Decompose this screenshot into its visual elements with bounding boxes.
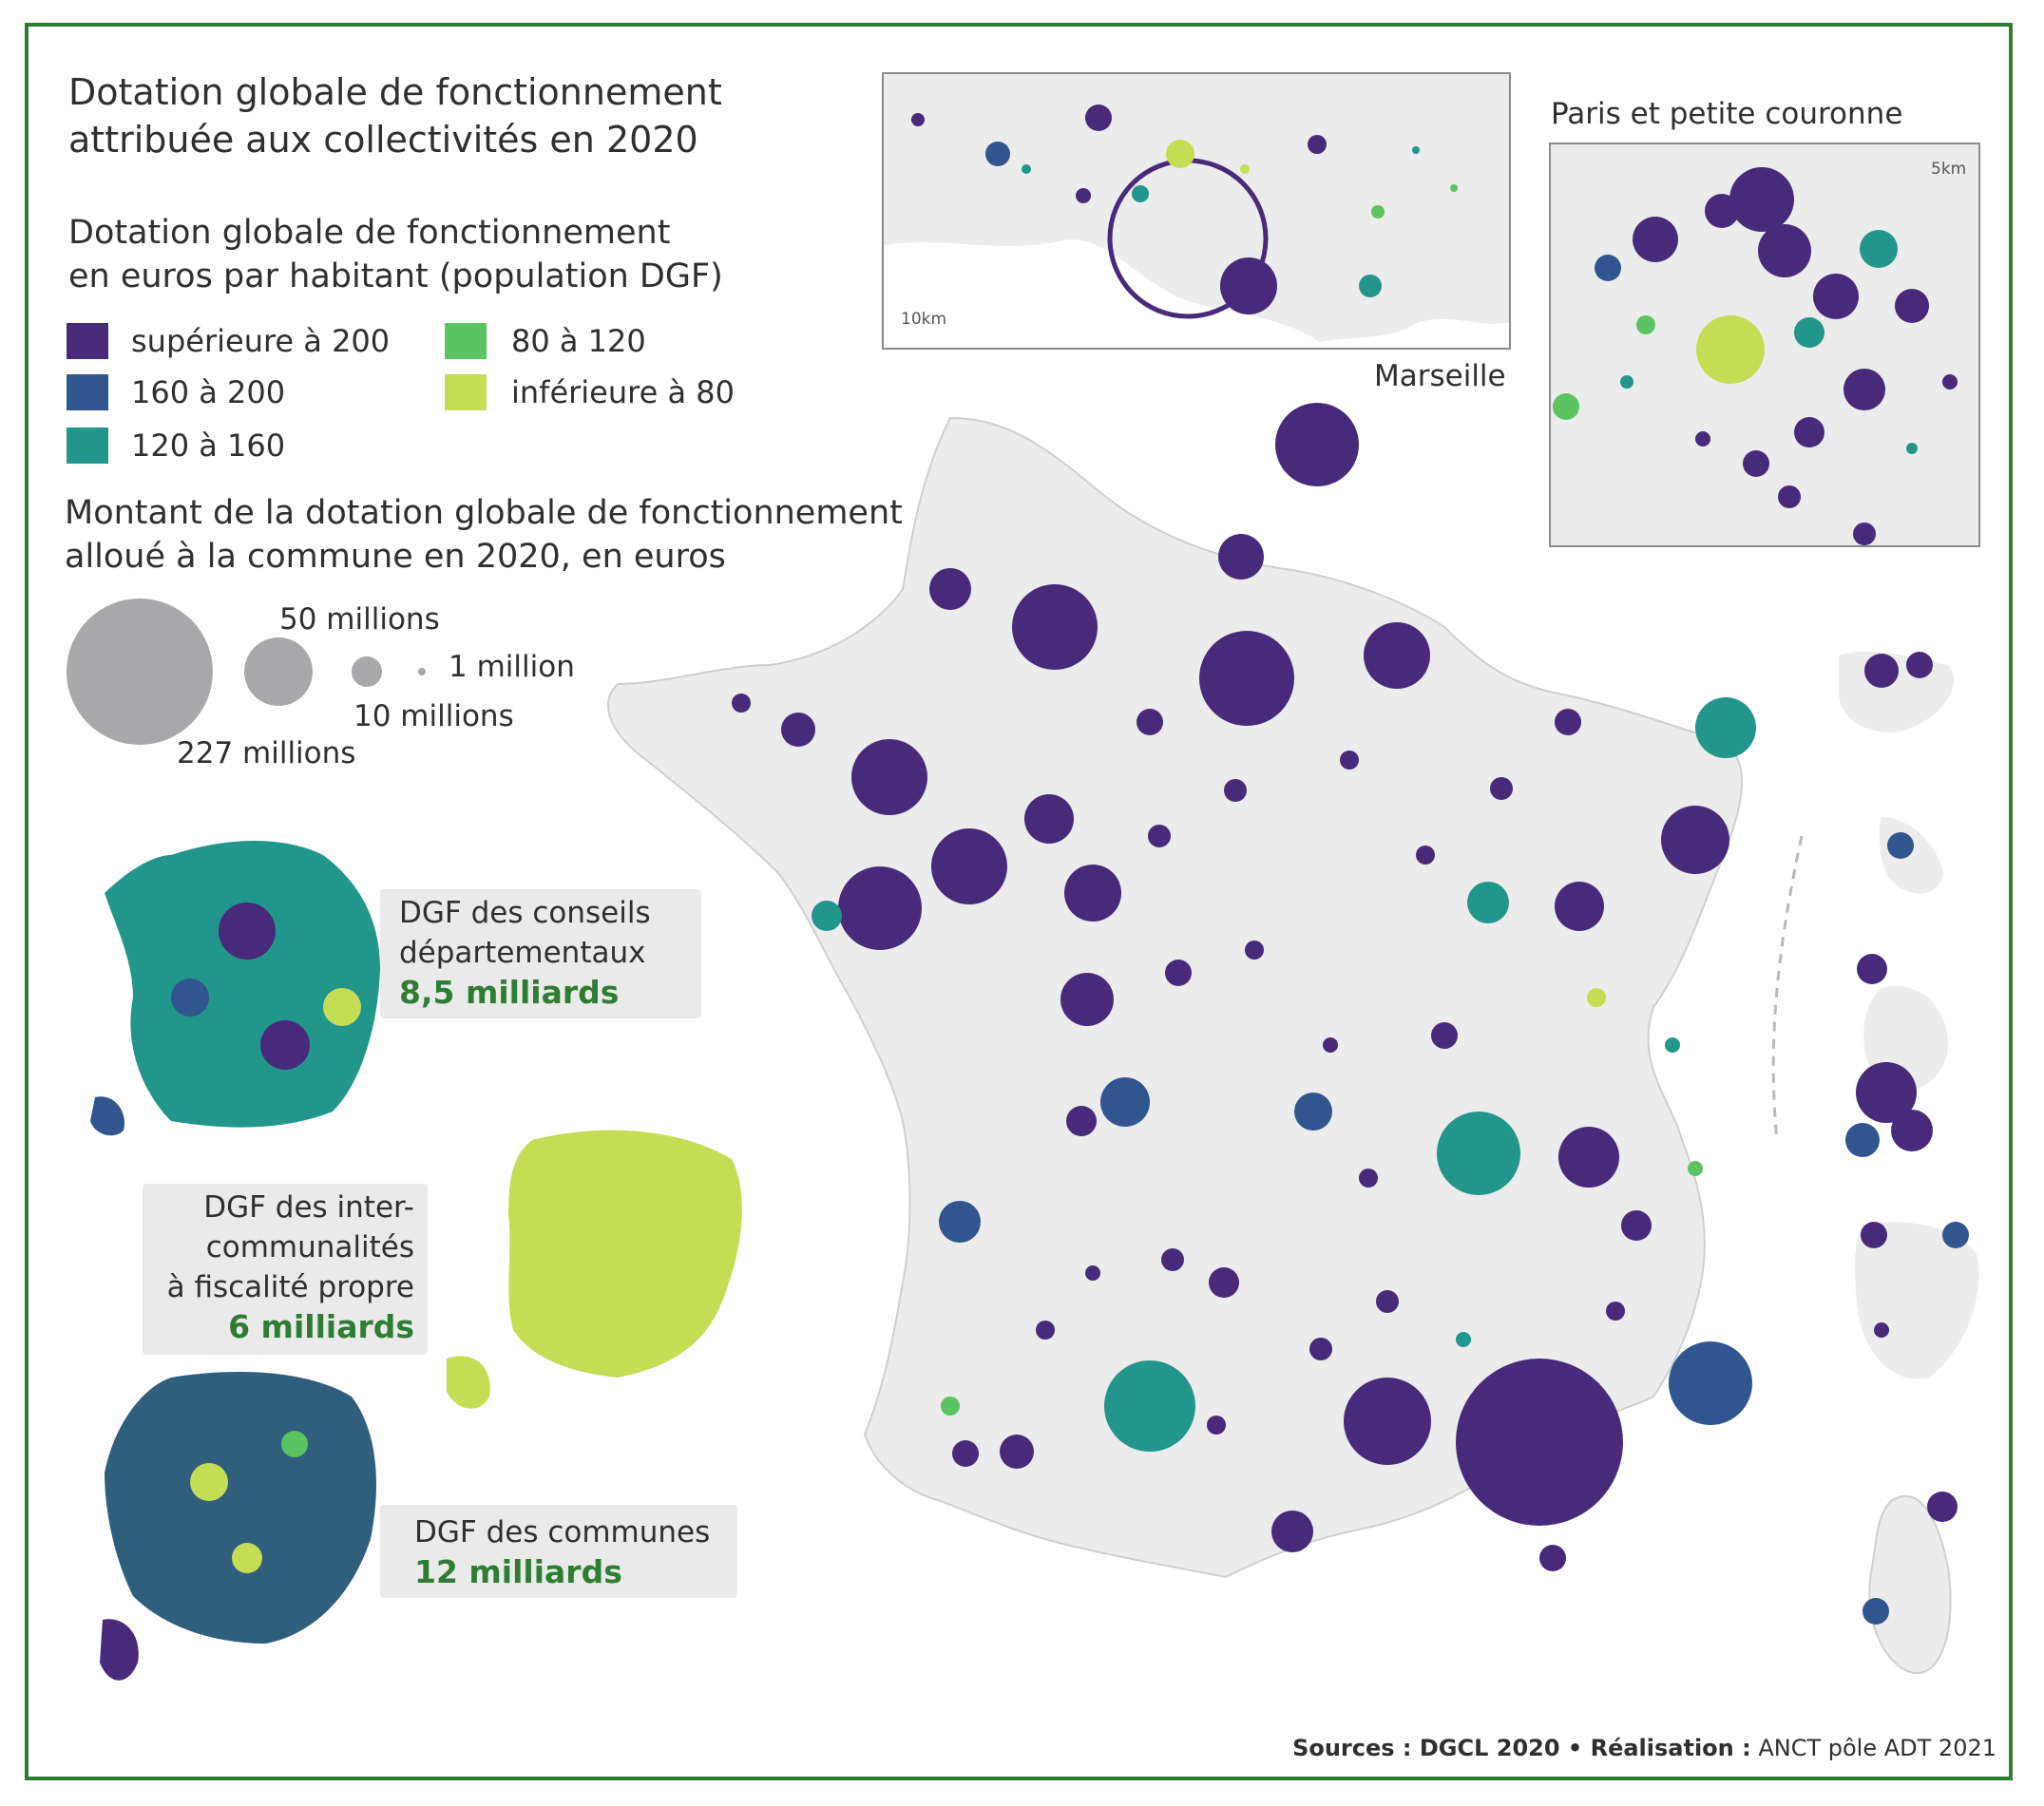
- departements-map: [90, 841, 380, 1136]
- sources-credit: Sources : DGCL 2020 • Réalisation : ANCT…: [1292, 1735, 1996, 1761]
- size-legend-title: Montant de la dotation globale de foncti…: [65, 494, 903, 576]
- marseille-sea: [884, 239, 1328, 348]
- legend-swatch-120-160: [67, 428, 108, 464]
- size-label-10m: 10 millions: [353, 699, 514, 733]
- communes-map: [100, 1372, 376, 1681]
- panel-departements-text: DGF des conseils départementaux 8,5 mill…: [399, 893, 675, 1013]
- legend-swatch-above-200: [67, 323, 108, 359]
- overseas-guyane: [1854, 1222, 1979, 1379]
- legend-swatch-80-120: [445, 323, 487, 359]
- panel-intercommunalites: [143, 1184, 428, 1355]
- legend-label-below-80: inférieure à 80: [511, 374, 735, 410]
- legend-label-160-200: 160 à 200: [131, 374, 286, 410]
- paris-inset: 5km: [1549, 143, 1980, 547]
- panel-intercommunalites-text: DGF des inter- communalités à fiscalité …: [150, 1188, 414, 1347]
- marseille-inset-map: [884, 105, 1509, 348]
- size-circle-10m: [352, 656, 382, 687]
- size-circle-227m: [67, 599, 213, 745]
- size-label-50m: 50 millions: [279, 602, 440, 637]
- color-legend-title: Dotation globale de fonctionnement en eu…: [68, 214, 723, 295]
- map-title: Dotation globale de fonctionnement attri…: [68, 71, 722, 161]
- marseille-inset: 10km: [882, 72, 1511, 350]
- paris-caption: Paris et petite couronne: [1551, 97, 1903, 131]
- legend-label-above-200: supérieure à 200: [131, 323, 391, 359]
- marseille-scale: 10km: [901, 310, 947, 329]
- dashed-separator: [1771, 835, 1804, 1141]
- marseille-caption: Marseille: [1374, 359, 1506, 393]
- size-circle-50m: [244, 637, 313, 706]
- size-label-1m: 1 million: [449, 650, 575, 684]
- paris-scale: 5km: [1931, 160, 1967, 179]
- panel-communes-value: 12 milliards: [414, 1553, 622, 1590]
- panel-departements-value: 8,5 milliards: [399, 974, 620, 1011]
- commune-circles: [732, 403, 1756, 1571]
- france-outline: [607, 416, 1743, 1579]
- paris-inset-map: [1553, 167, 1958, 545]
- panel-communes: [380, 1505, 737, 1598]
- legend-label-80-120: 80 à 120: [511, 323, 646, 359]
- marseille-sea-east: [1294, 319, 1509, 348]
- intercommunalites-map: [447, 1130, 742, 1409]
- overseas-circles: [1845, 652, 1969, 1625]
- legend-swatch-160-200: [67, 374, 108, 410]
- panel-intercommunalites-value: 6 milliards: [228, 1308, 414, 1345]
- size-circle-1m: [418, 668, 426, 675]
- map-frame: [25, 23, 2013, 1780]
- legend-swatch-below-80: [445, 374, 487, 410]
- panel-departements: [380, 889, 701, 1018]
- panel-communes-text: DGF des communes 12 milliards: [414, 1512, 728, 1592]
- size-label-227m: 227 millions: [177, 736, 356, 770]
- legend-label-120-160: 120 à 160: [131, 428, 286, 464]
- corsica-outline: [1868, 1494, 1952, 1675]
